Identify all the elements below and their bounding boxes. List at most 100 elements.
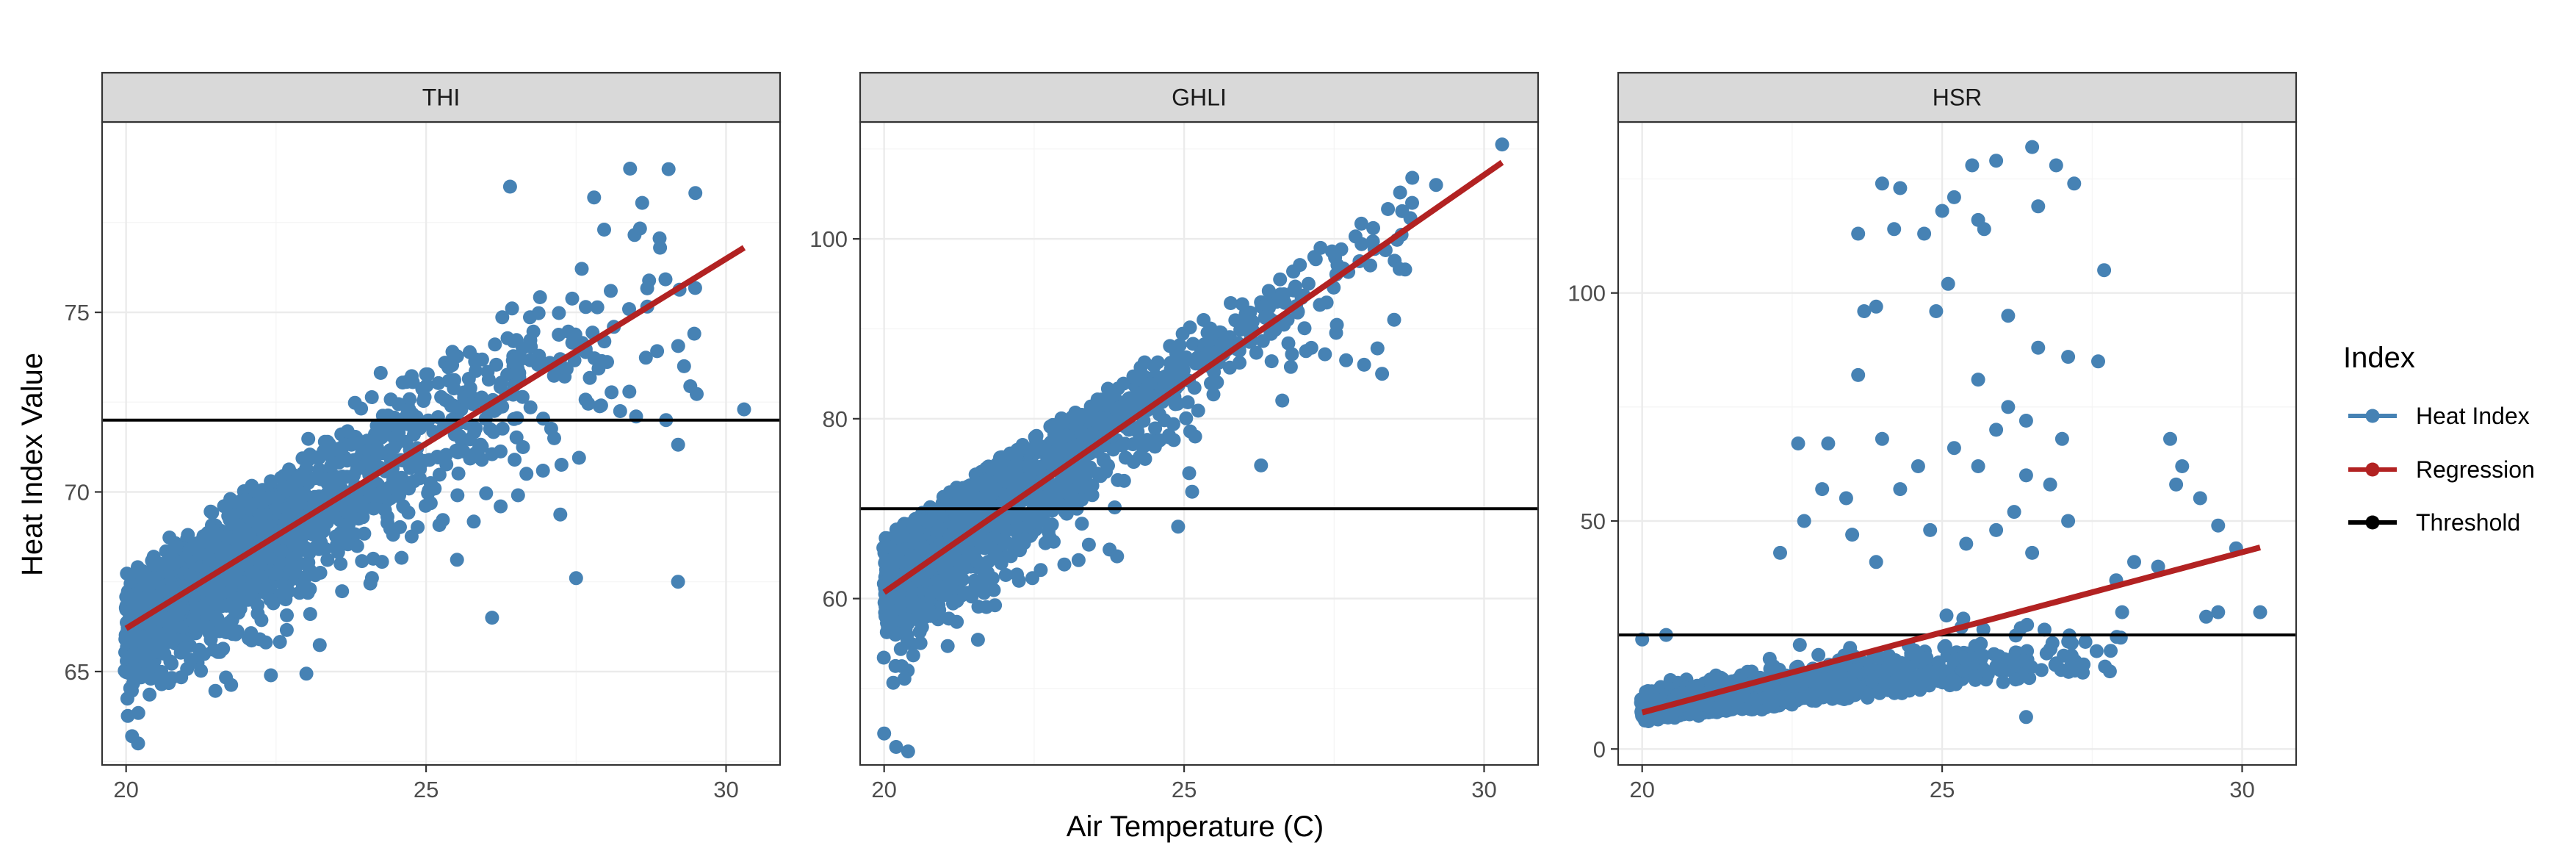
heat-index-point [164,622,178,636]
heat-index-point [975,533,990,548]
heat-index-point [1130,421,1144,435]
heat-index-point [155,583,170,598]
heat-index-point [432,467,447,482]
heat-index-point [605,385,619,400]
heat-index-point [367,501,381,516]
heat-index-point [131,604,145,618]
heat-index-point [889,522,903,537]
heat-index-point [590,300,605,315]
gridlines [1618,122,2296,765]
heat-index-point [303,448,317,462]
strip-label-thi: THI [422,85,461,111]
x-tick-label: 20 [113,777,138,802]
heat-index-point [1182,466,1197,481]
heat-index-point [1318,347,1332,362]
heat-index-point [1939,608,1954,623]
heat-index-point [281,584,296,599]
heat-index-point [1261,284,1276,298]
heat-index-point [331,442,346,456]
heat-index-point [661,162,676,176]
heat-index-point [1166,417,1180,431]
heat-index-point [653,240,668,255]
heat-index-point [1008,460,1022,474]
heat-index-point [1185,484,1199,499]
heat-index-point [1273,272,1288,287]
heat-index-point [401,506,416,520]
heat-index-point [578,392,593,407]
heat-index-point [901,744,915,759]
heat-index-point [1138,452,1152,466]
heat-index-point [948,594,962,608]
heat-index-point [921,601,936,616]
heat-index-point [360,455,375,470]
heat-index-point [1319,295,1334,310]
heat-index-point [959,586,974,600]
heat-index-point [383,521,397,536]
x-tick-label: 25 [1172,777,1197,802]
heat-index-point [1313,240,1328,255]
heat-index-point [432,518,447,532]
heat-index-point [1976,622,1991,636]
heat-index-point [994,556,1009,571]
heat-index-point [125,729,140,744]
heat-index-point [335,584,350,599]
heat-index-point [320,553,335,567]
heat-index-point [391,489,405,503]
heat-index-point [314,472,328,486]
heat-index-point [889,740,903,754]
heat-index-point [273,635,287,650]
heat-index-point [1130,435,1145,450]
heat-index-point [1045,517,1059,532]
heat-index-point [981,565,995,580]
heat-index-point [341,537,356,552]
heat-index-point [1301,276,1316,291]
heat-index-point [494,444,508,459]
heat-index-point [178,640,193,655]
heat-index-point [489,357,504,372]
heat-index-point [533,290,547,304]
heat-index-point [1348,229,1363,244]
x-tick-label: 30 [713,777,738,802]
heat-index-point [1084,428,1099,442]
heat-index-point [317,434,332,449]
heat-index-point [1258,309,1272,324]
heat-index-point [220,544,234,558]
heat-index-point [1495,137,1509,152]
heat-index-point [194,664,209,678]
heat-index-point [1222,360,1237,375]
heat-index-point [1183,320,1197,335]
heat-index-point [2104,644,2118,658]
heat-index-point [270,501,284,516]
heat-index-point [622,384,637,399]
heat-index-point [158,611,173,625]
heat-index-point [274,544,289,558]
heat-index-point [2045,636,2060,650]
heat-index-point [354,401,369,416]
heat-index-point [1762,652,1777,666]
heat-index-point [400,375,414,389]
heat-index-point [430,410,445,425]
heat-index-point [523,310,537,325]
heat-index-point [1171,520,1186,534]
heat-index-point [582,370,597,385]
heat-index-point [597,223,611,237]
heat-index-point [1339,353,1354,367]
heat-index-point [1200,345,1215,360]
heat-index-point [463,451,477,466]
heat-index-point [927,506,942,521]
heat-index-point [688,186,703,201]
heat-index-point [886,675,901,690]
heat-index-point [986,583,1001,597]
heat-index-point [387,431,402,445]
regression-line [124,245,746,631]
heat-index-point [242,581,256,596]
heat-index-point [671,339,685,353]
heat-index-point [1393,262,1407,276]
heat-index-point [184,653,198,667]
heat-index-point [294,534,309,549]
heat-index-point [325,471,340,486]
heat-index-point [147,570,162,585]
heat-index-point [306,515,321,530]
heat-index-point [219,670,234,685]
